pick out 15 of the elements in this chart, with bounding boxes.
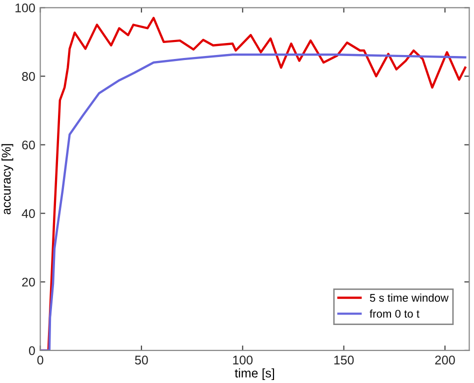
y-tick-label: 80 [22, 72, 35, 81]
x-tick-label: 100 [233, 356, 253, 364]
x-tick-label: 0 [37, 356, 44, 364]
y-axis-title: accuracy [%] [2, 144, 14, 214]
y-tick-label: 0 [28, 346, 35, 356]
x-tick-label: 150 [334, 356, 354, 364]
y-tick-label: 60 [22, 140, 35, 150]
y-tick-label: 20 [22, 278, 35, 287]
y-tick-label: 100 [16, 3, 35, 12]
x-tick-label: 50 [135, 356, 148, 364]
y-tick-label: 40 [22, 209, 35, 218]
x-tick-label: 200 [435, 356, 455, 364]
legend-label: from 0 to t [370, 310, 420, 318]
x-axis-title: time [s] [234, 368, 274, 380]
legend-label: 5 s time window [370, 294, 449, 302]
